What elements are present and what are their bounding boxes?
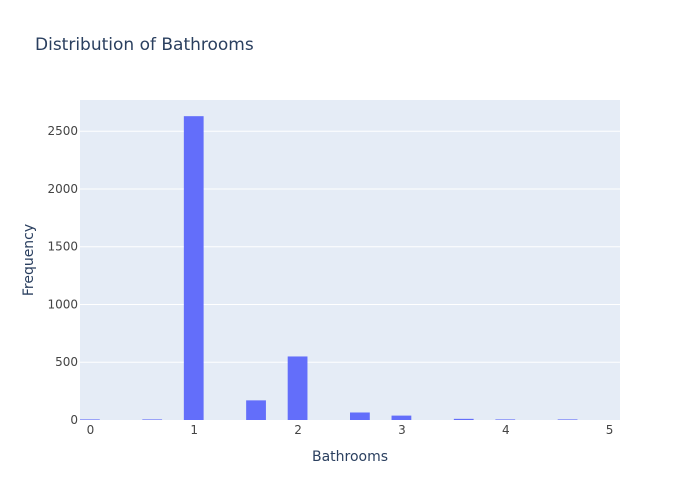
y-tick-label: 1000	[47, 297, 78, 311]
histogram-bar[interactable]	[287, 356, 308, 420]
x-tick-label: 3	[398, 423, 406, 437]
histogram-bar[interactable]	[557, 419, 578, 420]
chart-title: Distribution of Bathrooms	[35, 35, 254, 55]
x-axis-title: Bathrooms	[312, 449, 388, 465]
x-tick-label: 4	[502, 423, 510, 437]
bars	[80, 116, 578, 421]
x-axis-ticks: 0 1 2 3 4 5	[87, 423, 614, 437]
y-tick-label: 0	[70, 413, 78, 427]
histogram-bar[interactable]	[391, 415, 412, 420]
x-tick-label: 5	[606, 423, 614, 437]
y-tick-label: 2500	[47, 124, 78, 138]
histogram-bar[interactable]	[350, 412, 370, 420]
y-axis-title: Frequency	[21, 224, 37, 296]
y-tick-label: 500	[55, 355, 78, 369]
gridlines	[80, 130, 620, 363]
y-axis-ticks: 0 500 1000 1500 2000 2500	[47, 124, 78, 427]
plot-area	[80, 100, 620, 420]
histogram-bar[interactable]	[495, 419, 516, 420]
x-tick-label: 1	[190, 423, 198, 437]
histogram-bar[interactable]	[142, 419, 163, 420]
histogram-bar[interactable]	[183, 116, 204, 421]
y-tick-label: 1500	[47, 240, 78, 254]
x-tick-label: 0	[87, 423, 95, 437]
histogram-bar[interactable]	[453, 418, 474, 420]
x-tick-label: 2	[294, 423, 302, 437]
histogram-bar[interactable]	[246, 400, 266, 420]
histogram-bar[interactable]	[80, 419, 100, 420]
y-tick-label: 2000	[47, 182, 78, 196]
